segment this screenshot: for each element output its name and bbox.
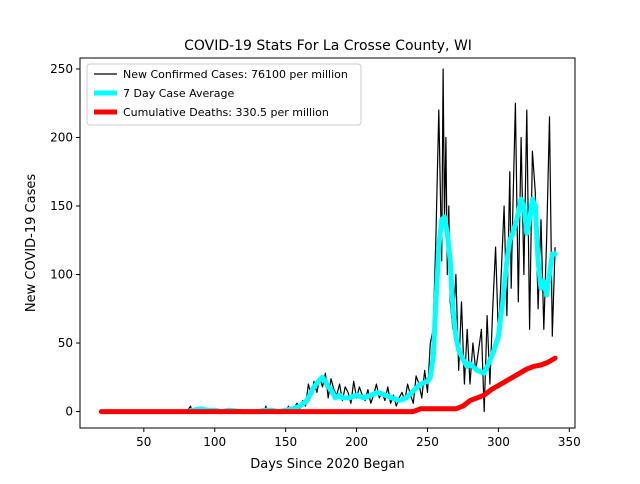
x-tick-label: 250 (416, 435, 439, 449)
y-tick-label: 150 (50, 199, 73, 213)
axes: 50 100 150 200 250 300 350 0 50 100 150 200 250 (50, 62, 581, 449)
x-tick-label: 150 (274, 435, 297, 449)
legend-label: Cumulative Deaths: 330.5 per million (123, 106, 329, 119)
legend-label: New Confirmed Cases: 76100 per million (123, 68, 348, 81)
legend: New Confirmed Cases: 76100 per million 7 … (86, 63, 362, 126)
plot-area (98, 68, 558, 415)
y-tick-label: 250 (50, 62, 73, 76)
y-tick-label: 200 (50, 130, 73, 144)
y-tick-label: 50 (58, 336, 73, 350)
x-tick-label: 50 (136, 435, 151, 449)
y-tick-label: 100 (50, 268, 73, 282)
x-tick-label: 350 (558, 435, 581, 449)
series-group (98, 68, 558, 415)
y-tick-label: 0 (65, 405, 73, 419)
chart-title: COVID-19 Stats For La Crosse County, WI (184, 38, 472, 54)
y-axis-label: New COVID-19 Cases (24, 174, 39, 312)
plot-frame (79, 57, 576, 429)
legend-box (86, 63, 362, 126)
x-axis-label: Days Since 2020 Began (250, 457, 405, 472)
x-tick-label: 200 (345, 435, 368, 449)
x-tick-label: 100 (203, 435, 226, 449)
series-line-cumulative-deaths-330-5-per-million (98, 355, 558, 415)
x-tick-label: 300 (487, 435, 510, 449)
legend-label: 7 Day Case Average (123, 87, 235, 100)
